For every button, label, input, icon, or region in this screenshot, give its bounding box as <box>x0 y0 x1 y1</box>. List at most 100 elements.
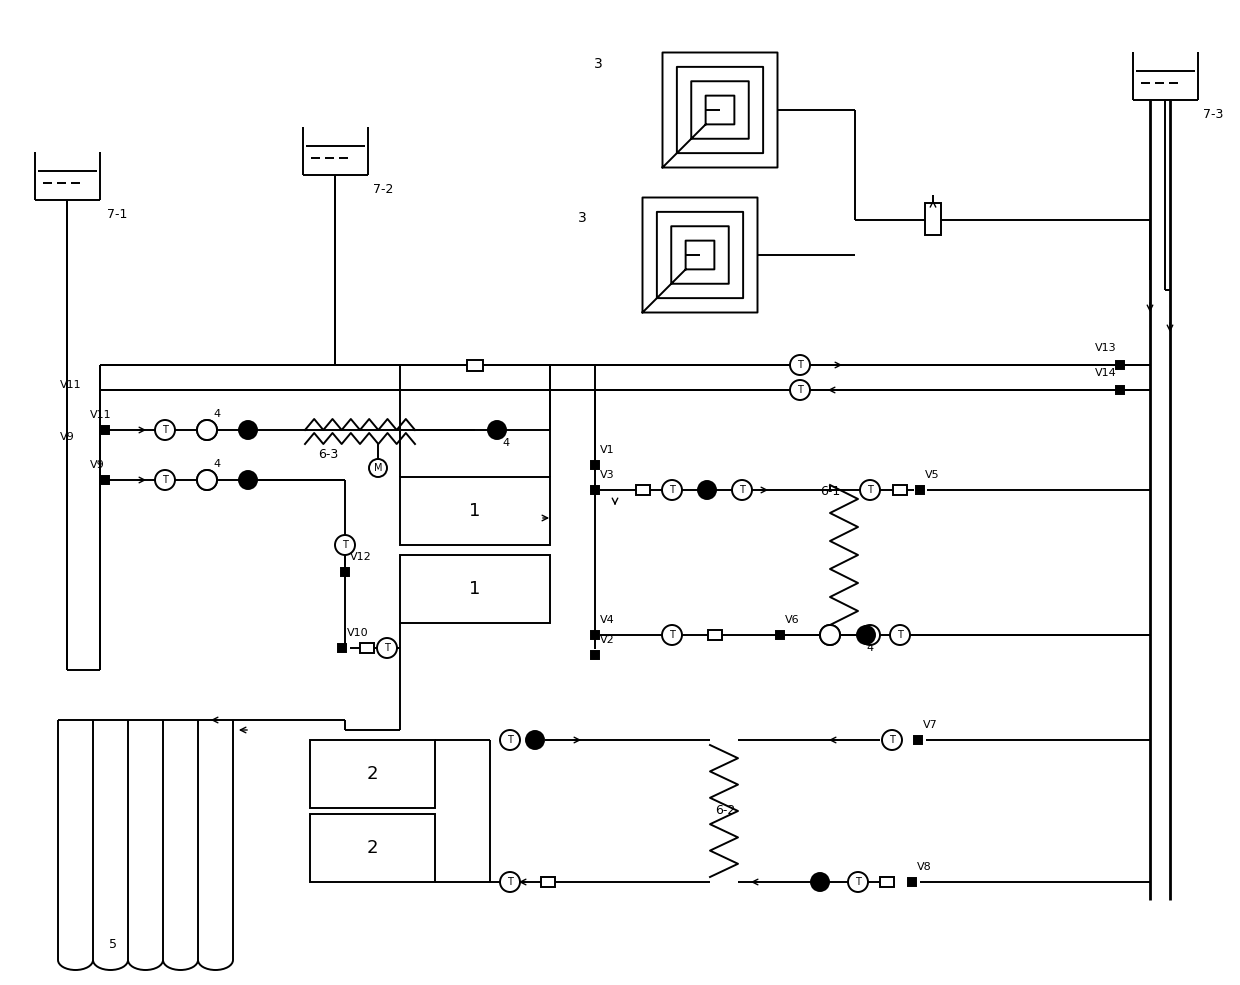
Text: 4: 4 <box>213 409 221 419</box>
Text: 7-1: 7-1 <box>107 208 128 221</box>
Text: T: T <box>739 485 745 495</box>
Bar <box>908 878 916 886</box>
Bar <box>401 477 551 545</box>
Circle shape <box>857 626 875 644</box>
Text: V4: V4 <box>600 615 615 625</box>
Circle shape <box>820 625 839 645</box>
Text: V2: V2 <box>600 635 615 645</box>
Text: 6-2: 6-2 <box>715 805 735 818</box>
Circle shape <box>861 625 880 645</box>
Text: T: T <box>897 630 903 640</box>
Text: V10: V10 <box>347 628 368 638</box>
Bar <box>925 203 941 235</box>
Bar <box>1116 361 1123 369</box>
Text: T: T <box>867 485 873 495</box>
Text: V5: V5 <box>925 470 940 480</box>
Circle shape <box>790 355 810 375</box>
Text: 2: 2 <box>367 765 378 783</box>
Text: T: T <box>889 735 895 745</box>
Text: T: T <box>162 425 167 435</box>
Text: T: T <box>797 385 804 395</box>
Text: V11: V11 <box>60 380 82 390</box>
Circle shape <box>197 470 217 490</box>
Circle shape <box>882 730 901 750</box>
Bar <box>339 644 346 652</box>
Text: 2: 2 <box>367 839 378 857</box>
Bar <box>893 485 906 495</box>
Circle shape <box>239 471 257 489</box>
Bar <box>776 631 784 639</box>
Text: T: T <box>867 630 873 640</box>
Circle shape <box>811 873 830 891</box>
Bar <box>591 631 599 639</box>
Circle shape <box>861 480 880 500</box>
Text: 7-2: 7-2 <box>373 183 393 196</box>
Circle shape <box>370 459 387 477</box>
Circle shape <box>197 420 217 440</box>
Bar <box>341 568 348 576</box>
Text: 7-3: 7-3 <box>1203 108 1224 121</box>
Circle shape <box>662 625 682 645</box>
Bar <box>591 486 599 494</box>
Text: V12: V12 <box>350 552 372 562</box>
Bar <box>916 486 924 494</box>
Text: 6-1: 6-1 <box>820 485 841 498</box>
Text: T: T <box>507 735 513 745</box>
Bar <box>541 877 556 887</box>
Bar <box>708 630 722 640</box>
Text: V11: V11 <box>91 410 112 420</box>
Circle shape <box>239 421 257 439</box>
Text: T: T <box>162 475 167 485</box>
Text: V1: V1 <box>600 445 615 455</box>
Text: V8: V8 <box>918 862 931 872</box>
Text: 4: 4 <box>502 438 510 448</box>
Bar <box>100 476 109 484</box>
Text: V14: V14 <box>1095 368 1117 378</box>
Bar <box>467 360 484 370</box>
Bar <box>310 814 435 882</box>
Circle shape <box>732 480 751 500</box>
Circle shape <box>377 638 397 658</box>
Bar <box>591 461 599 469</box>
Bar <box>914 736 923 744</box>
Text: T: T <box>507 877 513 887</box>
Circle shape <box>526 731 544 749</box>
Text: V13: V13 <box>1095 343 1117 353</box>
Text: 3: 3 <box>594 57 603 71</box>
Circle shape <box>820 625 839 645</box>
Text: T: T <box>670 630 675 640</box>
Text: T: T <box>856 877 861 887</box>
Bar <box>401 555 551 623</box>
Text: T: T <box>670 485 675 495</box>
Text: M: M <box>373 463 382 473</box>
Text: 4: 4 <box>213 459 221 469</box>
Circle shape <box>155 470 175 490</box>
Text: T: T <box>797 360 804 370</box>
Text: V3: V3 <box>600 470 615 480</box>
Bar <box>1116 386 1123 394</box>
Circle shape <box>848 872 868 892</box>
Bar <box>636 485 650 495</box>
Circle shape <box>500 872 520 892</box>
Circle shape <box>790 380 810 400</box>
Text: V9: V9 <box>60 432 74 442</box>
Circle shape <box>489 421 506 439</box>
Text: 4: 4 <box>866 643 873 653</box>
Bar <box>100 426 109 434</box>
Circle shape <box>662 480 682 500</box>
Circle shape <box>500 730 520 750</box>
Text: V9: V9 <box>91 460 104 470</box>
Bar <box>310 740 435 808</box>
Bar <box>880 877 894 887</box>
Text: V7: V7 <box>923 720 937 730</box>
Text: 1: 1 <box>469 502 481 520</box>
Circle shape <box>197 420 217 440</box>
Text: 3: 3 <box>578 211 587 225</box>
Text: 6-3: 6-3 <box>317 448 339 461</box>
Bar <box>360 643 374 653</box>
Circle shape <box>197 470 217 490</box>
Circle shape <box>890 625 910 645</box>
Circle shape <box>698 481 715 499</box>
Text: T: T <box>342 540 348 550</box>
Text: 1: 1 <box>469 580 481 598</box>
